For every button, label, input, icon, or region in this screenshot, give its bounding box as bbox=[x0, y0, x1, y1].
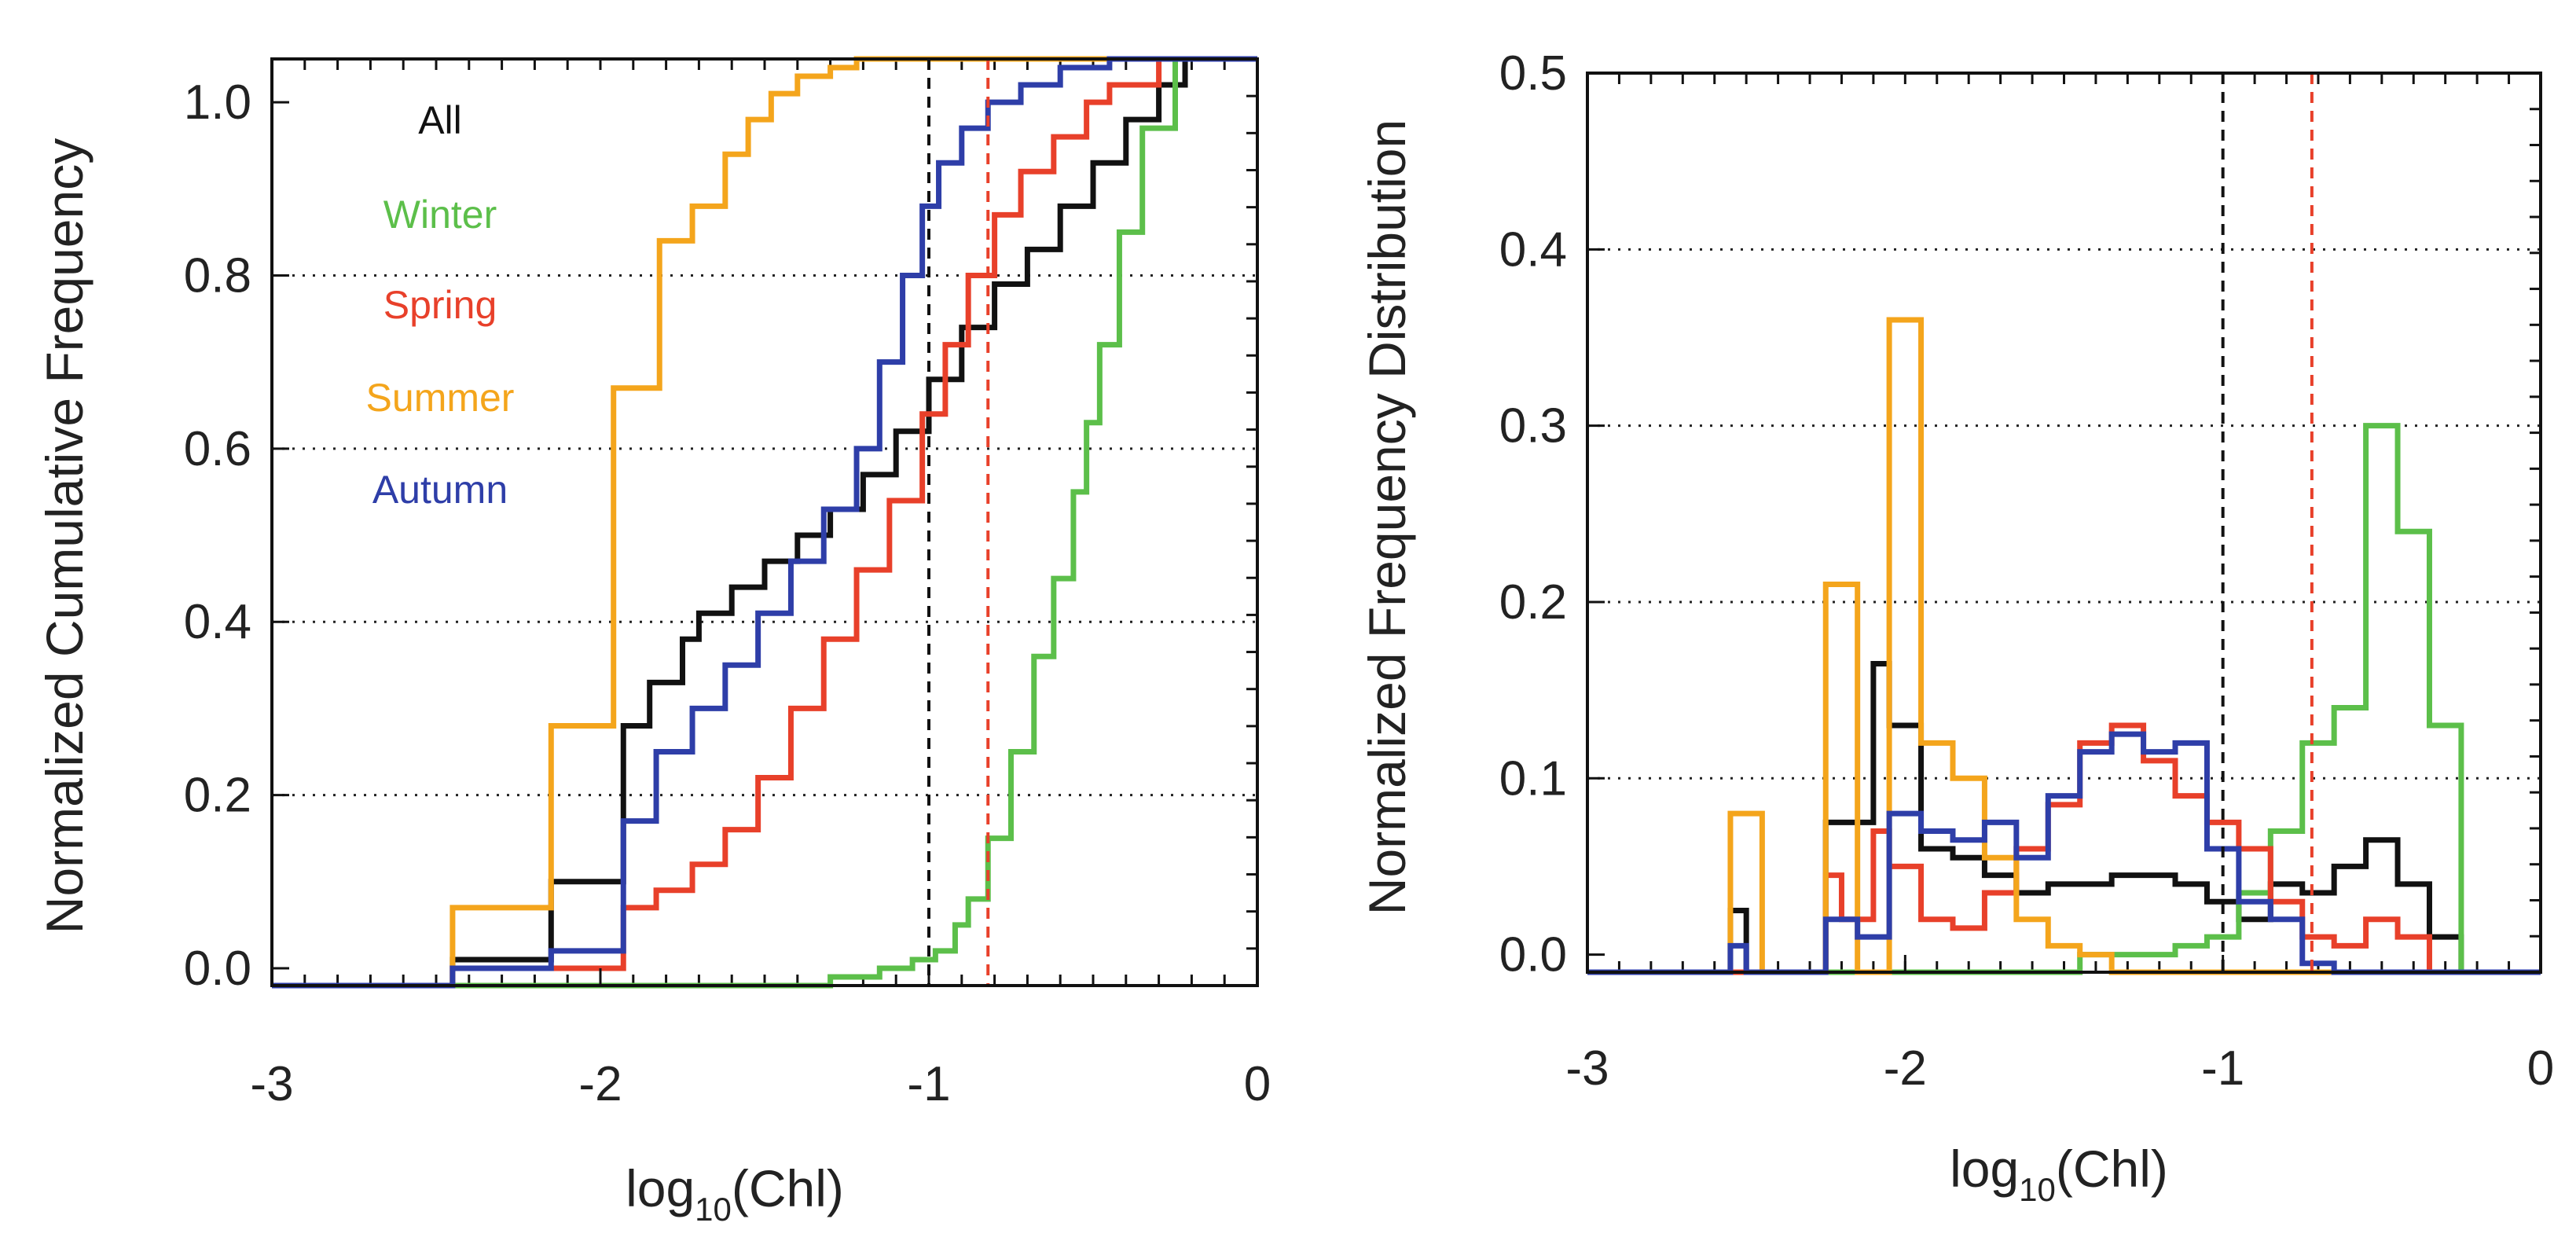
series-line-all bbox=[272, 56, 1257, 989]
x-axis-title: log10(Chl) bbox=[626, 1159, 844, 1228]
series-line-spring bbox=[272, 56, 1257, 989]
y-tick-label: 0.2 bbox=[184, 769, 251, 823]
y-tick-label: 0.0 bbox=[1499, 928, 1567, 982]
y-tick-label: 0.1 bbox=[1499, 751, 1567, 806]
x-axis-title: log10(Chl) bbox=[1950, 1140, 2168, 1208]
series-line-winter bbox=[1587, 423, 2541, 975]
plot-frame bbox=[270, 57, 1259, 987]
y-tick-label: 0.3 bbox=[1499, 399, 1567, 453]
frequency-distribution-chart: Normalized Frequency Distribution log10(… bbox=[1358, 46, 2554, 1208]
y-tick-label: 0.0 bbox=[184, 942, 251, 996]
legend-label-winter: Winter bbox=[383, 193, 497, 237]
legend-label-autumn: Autumn bbox=[372, 468, 508, 512]
y-tick-label: 0.5 bbox=[1499, 46, 1567, 101]
series-line-autumn bbox=[272, 56, 1257, 989]
y-tick-label: 0.4 bbox=[1499, 222, 1567, 277]
y-tick-label: 0.8 bbox=[184, 248, 251, 303]
legend: All Winter Spring Summer Autumn bbox=[366, 98, 515, 512]
y-tick-label: 1.0 bbox=[184, 75, 251, 130]
series-line-summer bbox=[272, 56, 1257, 989]
x-tick-label: -1 bbox=[907, 1057, 950, 1111]
y-tick-label: 0.4 bbox=[184, 595, 251, 649]
x-tick-label: -2 bbox=[578, 1057, 622, 1111]
legend-label-all: All bbox=[418, 98, 462, 142]
plot-frame bbox=[1586, 72, 2542, 974]
x-tick-label: -3 bbox=[1565, 1041, 1609, 1096]
x-tick-label: -1 bbox=[2201, 1041, 2244, 1096]
y-tick-label: 0.2 bbox=[1499, 575, 1567, 630]
y-axis-title: Normalized Cumulative Frequency bbox=[35, 138, 94, 934]
y-axis-title: Normalized Frequency Distribution bbox=[1358, 119, 1416, 915]
x-tick-label: 0 bbox=[1244, 1057, 1271, 1111]
y-tick-label: 0.6 bbox=[184, 422, 251, 476]
x-tick-label: 0 bbox=[2527, 1041, 2554, 1096]
cumulative-frequency-chart: Normalized Cumulative Frequency log10(Ch… bbox=[35, 56, 1271, 1228]
series-line-autumn bbox=[1587, 731, 2541, 975]
x-tick-label: -3 bbox=[250, 1057, 293, 1111]
series-line-winter bbox=[272, 56, 1257, 989]
legend-label-summer: Summer bbox=[366, 376, 515, 420]
legend-label-spring: Spring bbox=[383, 283, 497, 327]
x-tick-label: -2 bbox=[1884, 1041, 1927, 1096]
